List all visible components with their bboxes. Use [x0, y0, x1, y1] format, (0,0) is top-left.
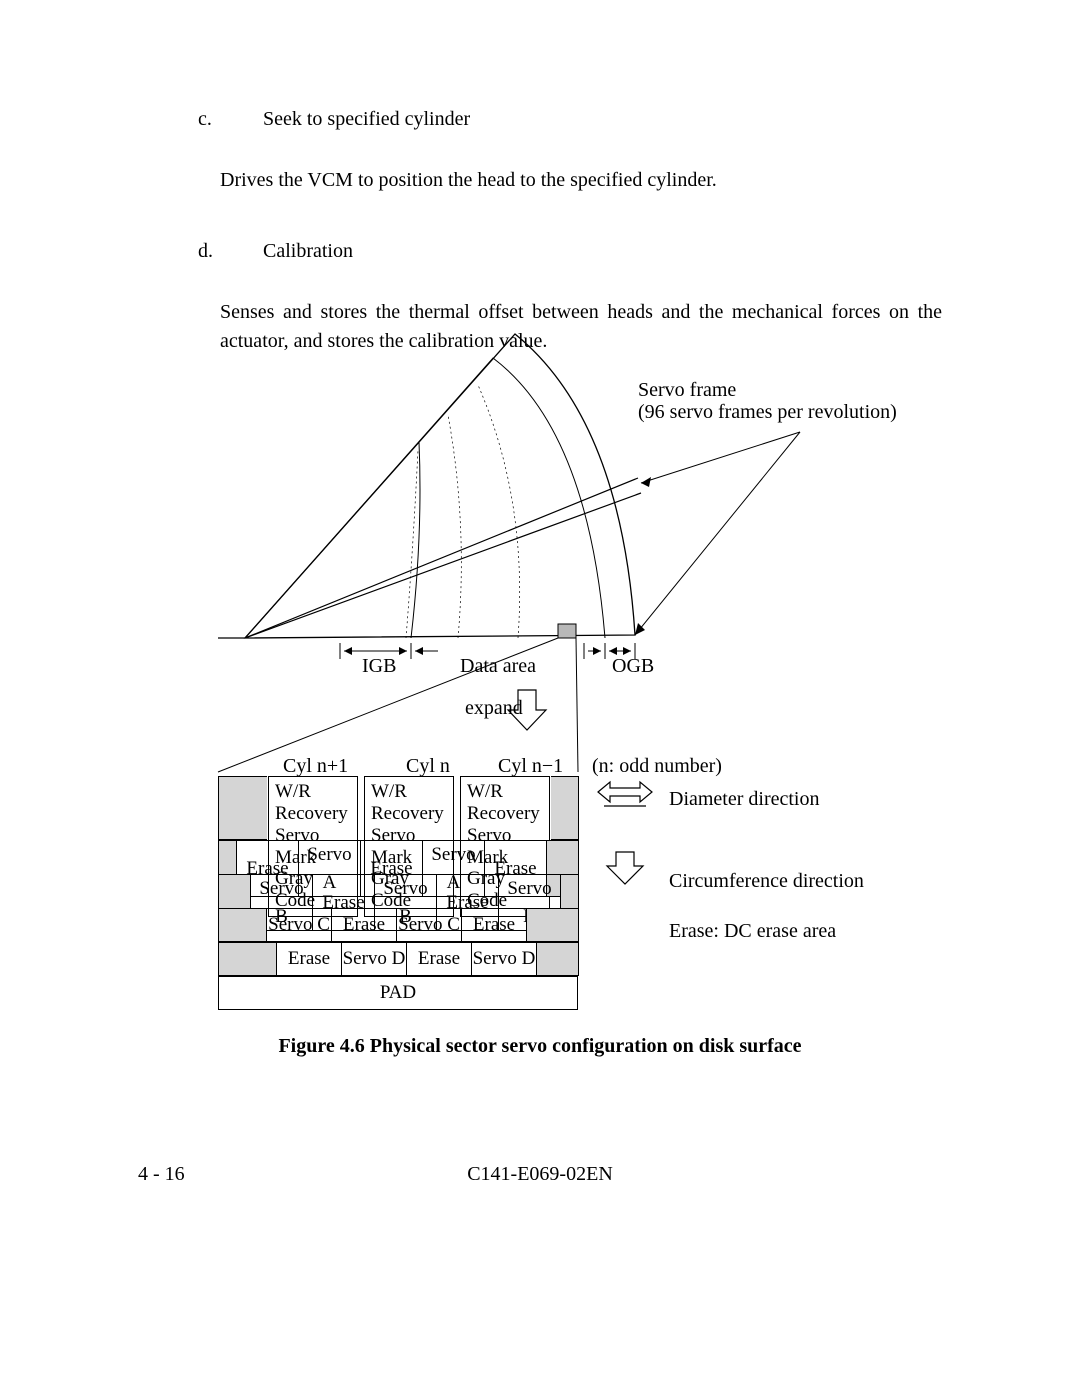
- servo-frame-label-1: Servo frame: [638, 379, 736, 401]
- igb-label: IGB: [362, 655, 396, 677]
- pad-row: PAD: [218, 976, 578, 1010]
- diameter-label: Diameter direction: [669, 788, 820, 810]
- ogb-label: OGB: [612, 655, 654, 677]
- item-c-title: Seek to specified cylinder: [263, 108, 470, 130]
- servo-frame-label-2: (96 servo frames per revolution): [638, 401, 897, 423]
- row-servo-d: Erase Servo D Erase Servo D: [218, 942, 579, 976]
- wr-left-pad: [218, 776, 267, 840]
- figure-caption: Figure 4.6 Physical sector servo configu…: [0, 1032, 1080, 1061]
- d-servo-2: Servo D: [472, 943, 537, 976]
- item-c-body: Drives the VCM to position the head to t…: [220, 166, 942, 195]
- data-area-label: Data area: [460, 655, 536, 677]
- row-servo-c: Servo C Erase Servo C Erase: [218, 908, 579, 942]
- expand-label: expand: [465, 697, 523, 719]
- c-erase-1: Erase: [332, 909, 397, 942]
- circumference-label: Circumference direction: [669, 870, 864, 892]
- wr-2-l1: W/R Recovery: [371, 781, 447, 825]
- diagram: Servo frame (96 servo frames per revolut…: [138, 320, 942, 1050]
- item-c-marker: c.: [198, 105, 258, 134]
- d-servo-1: Servo D: [342, 943, 407, 976]
- wr-3-l1: W/R Recovery: [467, 781, 543, 825]
- c-erase-2: Erase: [462, 909, 527, 942]
- c-servo-2: Servo C: [397, 909, 462, 942]
- d-erase-1: Erase: [277, 943, 342, 976]
- item-d-title: Calibration: [263, 240, 353, 262]
- wr-right-pad: [551, 776, 579, 840]
- footer-doc-id: C141-E069-02EN: [0, 1160, 1080, 1189]
- c-servo-1: Servo C: [267, 909, 332, 942]
- d-erase-2: Erase: [407, 943, 472, 976]
- n-odd: (n: odd number): [592, 752, 722, 781]
- erase-dc-label: Erase: DC erase area: [669, 920, 836, 942]
- wr-1-l1: W/R Recovery: [275, 781, 351, 825]
- item-d-marker: d.: [198, 237, 258, 266]
- item-c: c. Seek to specified cylinder Drives the…: [138, 105, 942, 195]
